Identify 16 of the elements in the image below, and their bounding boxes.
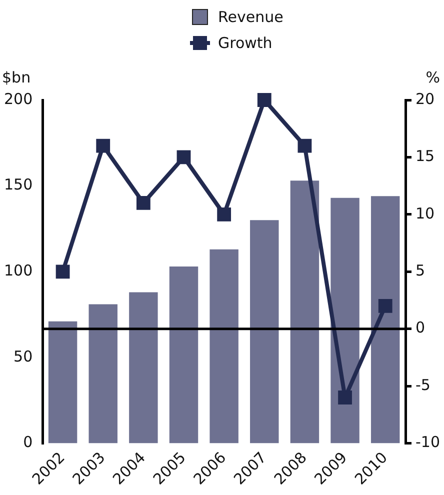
y2-tick-label: 15 — [416, 147, 435, 166]
y2-tick-label: 5 — [416, 262, 426, 280]
y2-axis-title: % — [426, 68, 440, 86]
y2-tick-label: 10 — [416, 204, 435, 222]
y-tick-label: 100 — [4, 262, 33, 280]
y-tick-label: 0 — [23, 433, 33, 452]
y-tick-label: 150 — [4, 176, 33, 194]
legend-label: Revenue — [218, 8, 284, 26]
y2-tick-label: 0 — [416, 318, 426, 337]
y2-tick-label: 20 — [416, 90, 435, 108]
legend-label: Growth — [218, 34, 272, 52]
y2-tick-label: -10 — [416, 433, 440, 452]
y2-tick-label: -5 — [416, 376, 430, 394]
y-tick-label: 200 — [4, 90, 33, 108]
y-axis-title: $bn — [2, 68, 31, 86]
y-tick-label: 50 — [14, 347, 33, 366]
